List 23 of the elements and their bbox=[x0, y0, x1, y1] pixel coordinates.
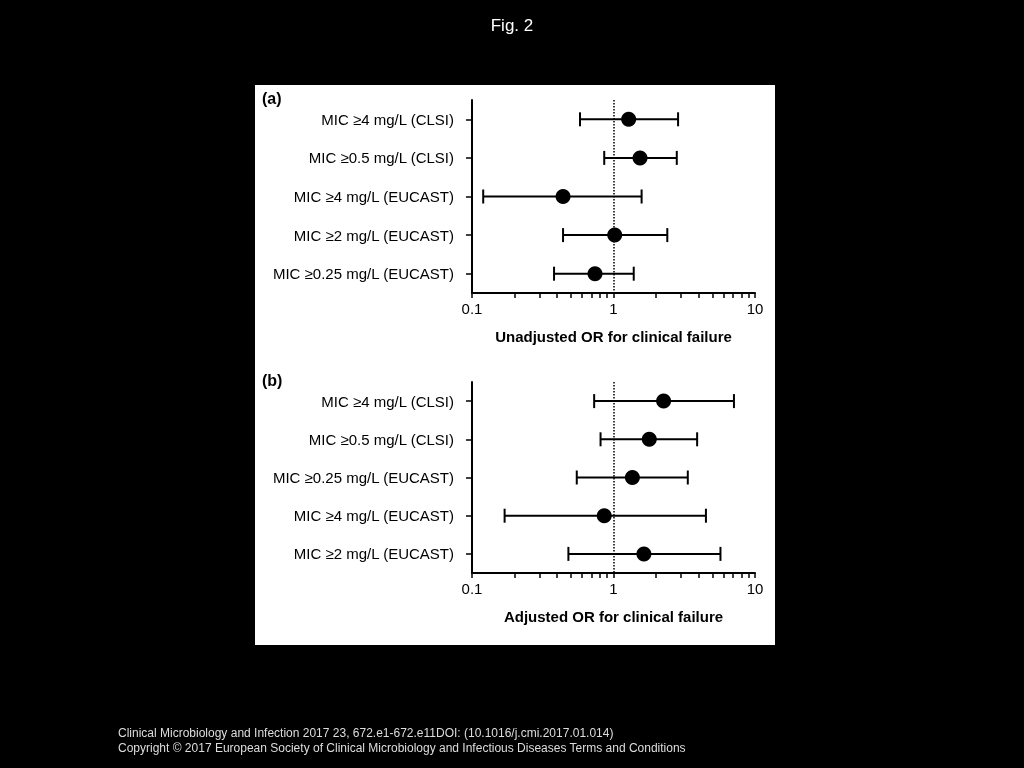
y-tick-label: MIC ≥2 mg/L (EUCAST) bbox=[293, 226, 454, 244]
y-tick-label: MIC ≥0.25 mg/L (EUCAST) bbox=[272, 265, 454, 283]
y-tick-label: MIC ≥4 mg/L (CLSI) bbox=[321, 110, 454, 128]
y-tick-label: MIC ≥4 mg/L (EUCAST) bbox=[293, 507, 454, 525]
y-tick-label: MIC ≥4 mg/L (CLSI) bbox=[321, 392, 454, 410]
text: Copyright © 2017 European Society of Clinical Microbiology and Infectious Diseases Terms and Conditions bbox=[118, 741, 687, 756]
text: (b) bbox=[262, 371, 283, 389]
x-axis-title: Adjusted OR for clinical failure bbox=[503, 608, 724, 625]
text: (a) bbox=[262, 89, 282, 107]
text: Fig. 2 bbox=[489, 16, 535, 36]
x-axis-title: Unadjusted OR for clinical failure bbox=[495, 328, 732, 345]
y-tick-label: MIC ≥4 mg/L (EUCAST) bbox=[293, 188, 454, 205]
x-tick-label: 10 bbox=[746, 580, 764, 597]
y-tick-label: MIC ≥0.25 mg/L (EUCAST) bbox=[272, 469, 454, 486]
text: Clinical Microbiology and Infection 2017 23, 672.e1-672.e11DOI: (10.1016/j.cmi.2017.01.014) bbox=[118, 726, 615, 741]
x-tick-label: 0.1 bbox=[461, 580, 483, 597]
x-tick-label: 10 bbox=[746, 300, 764, 317]
y-tick-label: MIC ≥0.5 mg/L (CLSI) bbox=[308, 149, 454, 167]
x-tick-label: 1 bbox=[609, 300, 618, 317]
x-tick-label: 1 bbox=[609, 580, 618, 597]
y-tick-label: MIC ≥2 mg/L (EUCAST) bbox=[293, 545, 454, 563]
x-tick-label: 0.1 bbox=[461, 300, 483, 317]
y-tick-label: MIC ≥0.5 mg/L (CLSI) bbox=[308, 430, 454, 448]
